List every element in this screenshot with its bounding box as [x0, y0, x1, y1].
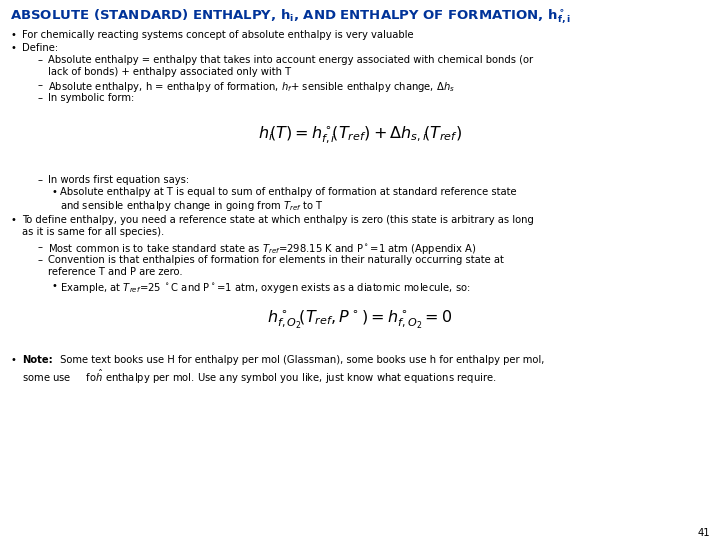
Text: $h_i\!\left(T\right)=h^\circ_{f,i}\!\left(T_{ref}\right)+\Delta h_{s,i}\!\left(T: $h_i\!\left(T\right)=h^\circ_{f,i}\!\lef…: [258, 124, 462, 146]
Text: Note:: Note:: [22, 355, 53, 365]
Text: •: •: [52, 281, 58, 291]
Text: Convention is that enthalpies of formation for elements in their naturally occur: Convention is that enthalpies of formati…: [48, 255, 504, 276]
Text: •: •: [10, 43, 16, 53]
Text: –: –: [38, 175, 43, 185]
Text: 41: 41: [698, 528, 711, 538]
Text: In words first equation says:: In words first equation says:: [48, 175, 189, 185]
Text: In symbolic form:: In symbolic form:: [48, 93, 134, 103]
Text: –: –: [38, 255, 43, 265]
Text: For chemically reacting systems concept of absolute enthalpy is very valuable: For chemically reacting systems concept …: [22, 30, 413, 40]
Text: –: –: [38, 242, 43, 252]
Text: Absolute enthalpy = enthalpy that takes into account energy associated with chem: Absolute enthalpy = enthalpy that takes …: [48, 55, 533, 77]
Text: Some text books use H for enthalpy per mol (Glassman), some books use h for enth: Some text books use H for enthalpy per m…: [57, 355, 544, 365]
Text: To define enthalpy, you need a reference state at which enthalpy is zero (this s: To define enthalpy, you need a reference…: [22, 215, 534, 237]
Text: •: •: [10, 30, 16, 40]
Text: Most common is to take standard state as $T_{ref}$=298.15 K and P$^\circ$=1 atm : Most common is to take standard state as…: [48, 242, 477, 256]
Text: –: –: [38, 55, 43, 65]
Text: Absolute enthalpy, h = enthalpy of formation, $h_f$+ sensible enthalpy change, $: Absolute enthalpy, h = enthalpy of forma…: [48, 80, 455, 94]
Text: some use     fo$\hat{h}$ enthalpy per mol. Use any symbol you like, just know wh: some use fo$\hat{h}$ enthalpy per mol. U…: [22, 368, 497, 386]
Text: Define:: Define:: [22, 43, 58, 53]
Text: •: •: [10, 355, 16, 365]
Text: –: –: [38, 80, 43, 90]
Text: Absolute enthalpy at T is equal to sum of enthalpy of formation at standard refe: Absolute enthalpy at T is equal to sum o…: [60, 187, 517, 213]
Text: $h^\circ_{f,O_2}\!\left(T_{ref}, P^\circ\right)=h^\circ_{f,O_2}=0$: $h^\circ_{f,O_2}\!\left(T_{ref}, P^\circ…: [267, 309, 453, 331]
Text: •: •: [10, 215, 16, 225]
Text: •: •: [52, 187, 58, 197]
Text: Example, at $T_{ref}$=25 $^\circ$C and P$^\circ$=1 atm, oxygen exists as a diato: Example, at $T_{ref}$=25 $^\circ$C and P…: [60, 281, 471, 295]
Text: ABSOLUTE (STANDARD) ENTHALPY, $\mathbf{h_i}$, AND ENTHALPY OF FORMATION, $\mathb: ABSOLUTE (STANDARD) ENTHALPY, $\mathbf{h…: [10, 8, 571, 26]
Text: –: –: [38, 93, 43, 103]
